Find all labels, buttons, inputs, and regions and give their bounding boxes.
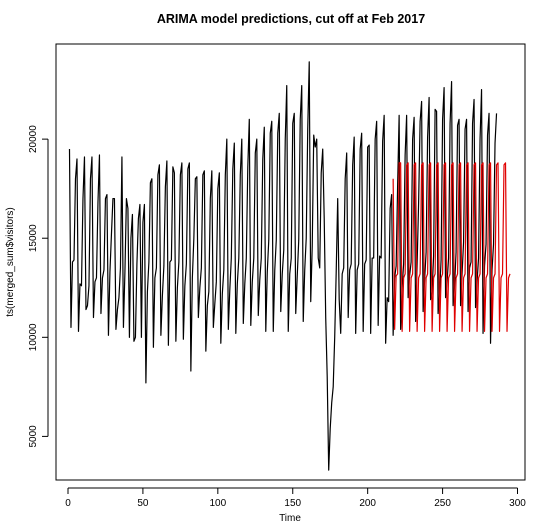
observed-series-line xyxy=(68,61,498,471)
x-axis: 0 50 100 150 200 250 300 xyxy=(65,487,526,509)
y-axis: 5000 10000 15000 20000 xyxy=(28,125,49,448)
y-tick-label: 5000 xyxy=(28,425,39,448)
x-tick-label: 200 xyxy=(359,498,376,509)
y-axis-label: ts(merged_sum$visitors) xyxy=(5,207,16,316)
x-tick-label: 0 xyxy=(65,498,71,509)
x-tick-label: 300 xyxy=(509,498,526,509)
series-layer xyxy=(68,61,511,471)
x-tick-label: 250 xyxy=(434,498,451,509)
x-tick-label: 50 xyxy=(137,498,149,509)
y-tick-label: 20000 xyxy=(28,125,39,153)
x-tick-label: 100 xyxy=(209,498,226,509)
y-tick-label: 10000 xyxy=(28,323,39,351)
x-axis-label: Time xyxy=(279,513,301,524)
plot-area-frame xyxy=(55,43,526,481)
y-tick-label: 15000 xyxy=(28,224,39,252)
predicted-series-line xyxy=(392,162,511,332)
chart-title: ARIMA model predictions, cut off at Feb … xyxy=(157,12,425,26)
x-tick-label: 150 xyxy=(284,498,301,509)
